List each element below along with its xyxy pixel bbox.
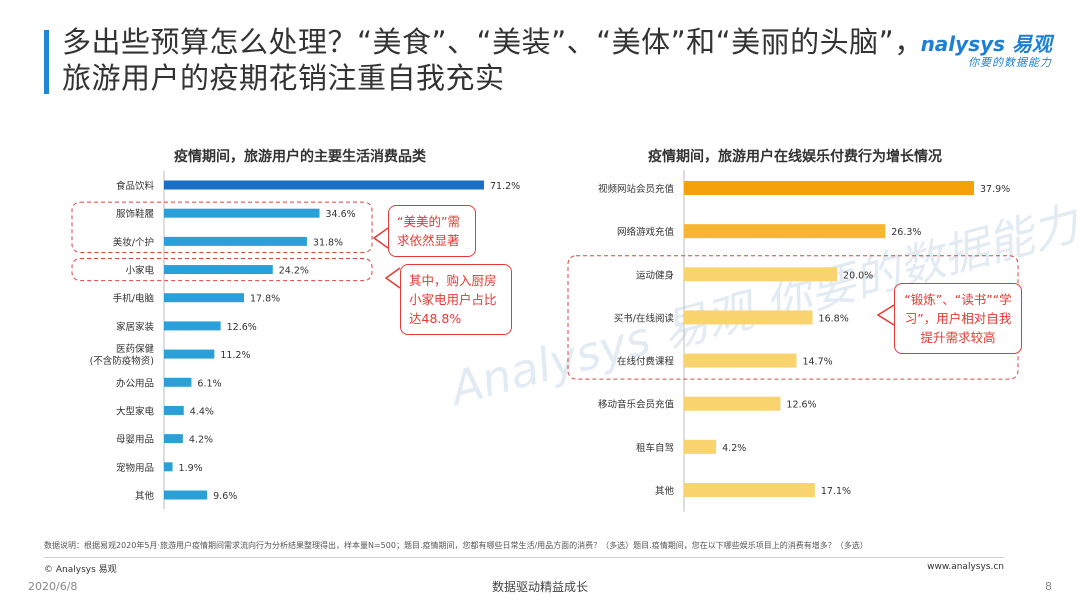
data-source-note: 数据说明：根据易观2020年5月·旅游用户疫情期间需求流向行为分析结果整理得出，… [44,541,868,550]
value-label: 31.8% [313,237,343,248]
highlight-box [71,257,373,282]
left-bar-chart: 食品饮料 71.2% 服饰鞋履 34.6% 美妆/个护 31.8% 小家电 24.2% 手机/电… [71,170,520,510]
bar [164,180,484,190]
category-label: 移动音乐会员充值 [598,399,675,411]
bar [684,353,797,368]
right-bar-chart: 视频网站会员充值 37.9% 网络游戏充值 26.3% 运动健身 20.0% 买书/在线阅读… [567,170,1019,512]
category-label: 买书/在线阅读 [614,312,675,324]
value-label: 37.9% [980,184,1010,195]
right-chart-title: 疫情期间，旅游用户在线娱乐付费行为增长情况 [648,149,942,165]
bar [164,236,307,246]
bar [164,462,173,472]
value-label: 34.6% [326,209,356,220]
value-label: 12.6% [786,400,816,411]
logo-tagline: 你要的数据能力 [968,56,1052,69]
value-label: 17.1% [821,486,851,497]
logo-text: nalysys 易观 [920,32,1052,56]
slogan: 数据驱动精益成长 [491,580,588,594]
bar [684,224,886,239]
category-label: 大型家电 [116,405,155,417]
category-label: 美妆/个护 [113,236,154,248]
page-number: 8 [1045,580,1052,593]
bar [164,490,208,500]
bar [164,321,221,331]
value-label: 9.6% [213,491,237,502]
bar [164,405,184,415]
category-label: 食品饮料 [116,180,155,192]
bar [164,208,320,218]
value-label: 26.3% [891,227,921,238]
website-link[interactable]: www.analysys.cn [927,562,1004,572]
category-label: 在线付费课程 [617,356,675,368]
value-label: 16.8% [819,313,849,324]
category-label: 母婴用品 [116,435,154,446]
bar [684,439,717,454]
page-headline: 多出些预算怎么处理？“美食”、“美装”、“美体”和“美丽的头脑”，旅游用户的疫期… [62,25,924,95]
category-label: 网络游戏充值 [617,226,675,238]
bar [164,349,215,359]
bar [164,434,183,444]
value-label: 4.4% [190,406,214,417]
bar [164,377,192,387]
category-label: 手机/电脑 [113,293,154,305]
title-accent-bar [44,30,49,94]
bar [164,265,273,275]
value-label: 1.9% [179,463,203,474]
highlight-box [71,201,373,253]
value-label: 24.2% [279,266,309,277]
category-label: 运动健身 [636,269,674,281]
analysys-logo: nalysys 易观 你要的数据能力 [912,28,1052,72]
category-label: 家居家装 [116,321,155,333]
note-self-improvement: “锻炼”、“读书”“学习”，用户相对自我提升需求较高 [894,283,1022,354]
value-label: 4.2% [722,443,746,454]
value-label: 11.2% [220,350,250,361]
value-label: 12.6% [227,322,257,333]
category-label: 服饰鞋履 [116,208,155,220]
category-label: 医药保健(不含防疫物资) [90,343,155,367]
report-date: 2020/6/8 [28,580,78,593]
footer-divider [44,557,1004,558]
note-kitchen-appliance: 其中，购入厨房小家电用户占比达48.8% [400,264,512,335]
copyright: © Analysys 易观 [44,565,117,575]
value-label: 17.8% [250,294,280,305]
bar [684,483,815,497]
category-label: 办公用品 [116,377,154,389]
category-label: 其他 [135,490,155,502]
bar [684,181,974,195]
bar [684,396,781,411]
category-label: 小家电 [125,265,154,277]
value-label: 71.2% [490,181,520,192]
value-label: 14.7% [802,357,832,368]
bar [684,310,813,325]
note-beauty-demand: “美美的”需求依然显著 [388,205,476,257]
category-label: 宠物用品 [116,462,154,474]
category-label: 其他 [655,485,675,497]
bar [684,267,838,282]
value-label: 4.2% [189,435,213,446]
category-label: 视频网站会员充值 [598,183,675,195]
value-label: 6.1% [197,378,221,389]
value-label: 20.0% [843,270,873,281]
bar [164,293,244,303]
left-chart-title: 疫情期间，旅游用户的主要生活消费品类 [174,149,426,165]
category-label: 租车自驾 [636,442,674,454]
